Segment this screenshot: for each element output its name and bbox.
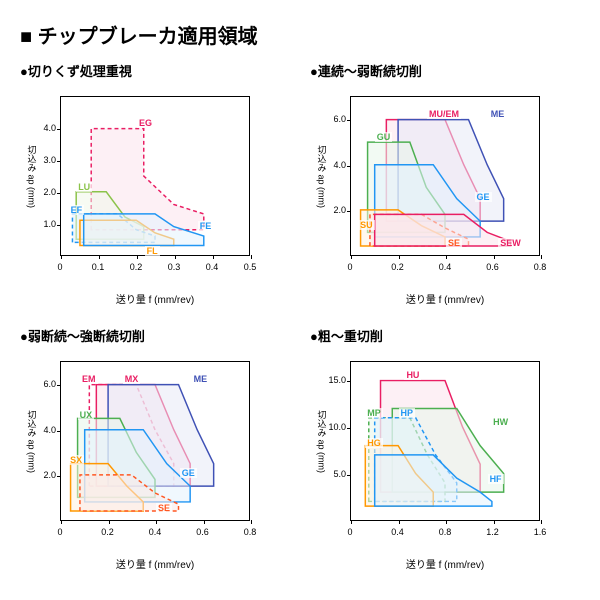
chart-area: 00.20.40.60.82.04.06.0EMMXMEUXGESXSE送り量 … xyxy=(20,351,270,571)
y-axis-label: 切込み ap (mm) xyxy=(12,361,52,521)
region-label: HG xyxy=(365,438,383,448)
region-label: HU xyxy=(404,370,421,380)
chart-title: ●連続～弱断続切削 xyxy=(310,61,580,80)
y-axis-label: 切込み ap (mm) xyxy=(12,96,52,256)
x-axis-label: 送り量 f (mm/rev) xyxy=(350,556,540,571)
region-label: LU xyxy=(76,182,92,192)
region-label: GE xyxy=(180,468,197,478)
chart-regions-svg xyxy=(61,97,249,255)
xtick-label: 0.1 xyxy=(92,262,105,272)
region-label: UX xyxy=(78,410,95,420)
xtick-label: 1.2 xyxy=(486,527,499,537)
charts-grid: ●切りくず処理重視00.10.20.30.40.51.02.03.04.0EGL… xyxy=(20,61,580,571)
chart-plot: HU HW MP HP HG HF xyxy=(350,361,540,521)
region-label: MX xyxy=(123,374,141,384)
region-label: SX xyxy=(68,455,84,465)
x-axis-label: 送り量 f (mm/rev) xyxy=(350,291,540,306)
y-axis-label: 切込み ap (mm) xyxy=(302,96,342,256)
xtick-label: 0.4 xyxy=(149,527,162,537)
xtick-label: 0.8 xyxy=(439,527,452,537)
xtick-label: 0 xyxy=(57,527,62,537)
chart-block: ●粗～重切削00.40.81.21.65.010.015.0HUHWMPHPHG… xyxy=(310,326,580,571)
x-axis-label: 送り量 f (mm/rev) xyxy=(60,291,250,306)
chart-title: ●弱断続～強断続切削 xyxy=(20,326,290,345)
region-label: FL xyxy=(145,246,160,256)
chart-area: 00.40.81.21.65.010.015.0HUHWMPHPHGHF送り量 … xyxy=(310,351,560,571)
xtick-label: 0 xyxy=(347,262,352,272)
xtick-label: 0.2 xyxy=(130,262,143,272)
xtick-label: 0.4 xyxy=(439,262,452,272)
chart-plot: MU/EM ME GU GE SU SE SEW xyxy=(350,96,540,256)
region-label: MU/EM xyxy=(427,109,461,119)
xtick-label: 0.3 xyxy=(168,262,181,272)
chart-regions-svg xyxy=(351,97,539,255)
chart-block: ●連続～弱断続切削00.20.40.60.82.04.06.0MU/EMMEGU… xyxy=(310,61,580,306)
xtick-label: 0.6 xyxy=(196,527,209,537)
xtick-label: 0.8 xyxy=(534,262,547,272)
xtick-label: 0.8 xyxy=(244,527,257,537)
xtick-label: 0.4 xyxy=(206,262,219,272)
region-label: SE xyxy=(156,503,172,513)
xtick-label: 0 xyxy=(347,527,352,537)
chart-plot: EG LU EF FL FE xyxy=(60,96,250,256)
region-label: ME xyxy=(192,374,210,384)
chart-regions-svg xyxy=(61,362,249,520)
region-label: EG xyxy=(137,118,154,128)
x-axis-label: 送り量 f (mm/rev) xyxy=(60,556,250,571)
xtick-label: 0.5 xyxy=(244,262,257,272)
chart-area: 00.20.40.60.82.04.06.0MU/EMMEGUGESUSESEW… xyxy=(310,86,560,306)
region-label: HW xyxy=(491,417,510,427)
region-label: ME xyxy=(489,109,507,119)
region-label: SE xyxy=(446,238,462,248)
region-label: EM xyxy=(80,374,98,384)
chart-block: ●弱断続～強断続切削00.20.40.60.82.04.06.0EMMXMEUX… xyxy=(20,326,290,571)
xtick-label: 0.4 xyxy=(391,527,404,537)
region-label: GE xyxy=(475,192,492,202)
chart-block: ●切りくず処理重視00.10.20.30.40.51.02.03.04.0EGL… xyxy=(20,61,290,306)
xtick-label: 0.6 xyxy=(486,262,499,272)
y-axis-label: 切込み ap (mm) xyxy=(302,361,342,521)
region-label: GU xyxy=(375,132,393,142)
region-label: FE xyxy=(198,221,214,231)
chart-title: ●粗～重切削 xyxy=(310,326,580,345)
region-label: SU xyxy=(358,220,375,230)
xtick-label: 0.2 xyxy=(101,527,114,537)
region-label: HF xyxy=(488,474,504,484)
chart-plot: EM MX ME UX GE SX SE xyxy=(60,361,250,521)
region-label: HP xyxy=(399,408,416,418)
region-label: MP xyxy=(365,408,383,418)
region-label: SEW xyxy=(498,238,523,248)
region-label: EF xyxy=(69,205,85,215)
xtick-label: 0 xyxy=(57,262,62,272)
main-title: ■ チップブレーカ適用領域 xyxy=(20,20,580,49)
chart-title: ●切りくず処理重視 xyxy=(20,61,290,80)
xtick-label: 1.6 xyxy=(534,527,547,537)
xtick-label: 0.2 xyxy=(391,262,404,272)
chart-area: 00.10.20.30.40.51.02.03.04.0EGLUEFFLFE送り… xyxy=(20,86,270,306)
